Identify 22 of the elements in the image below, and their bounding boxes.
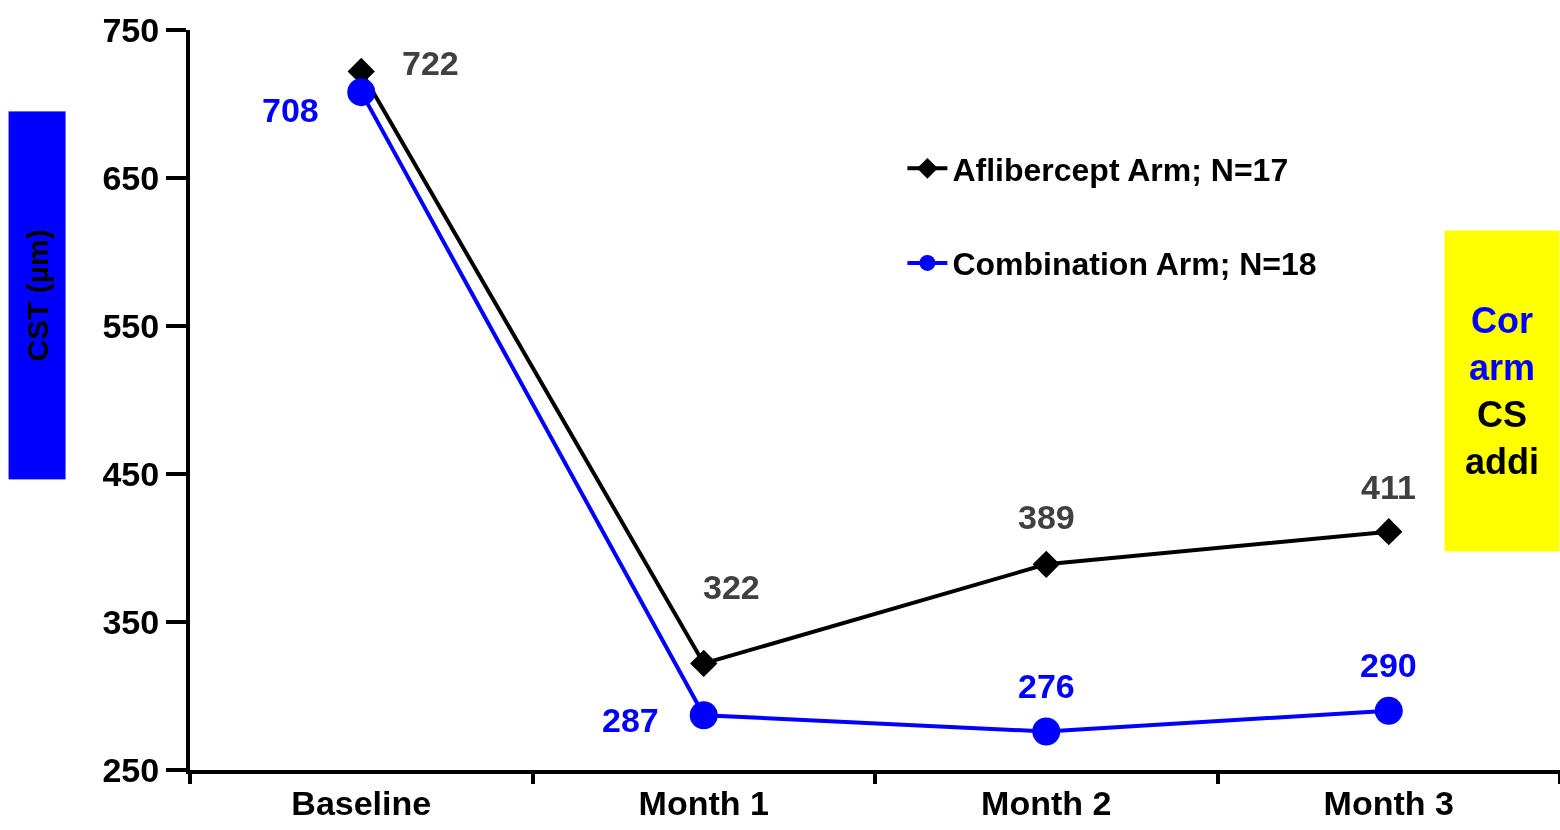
data-label: 411 [1361, 468, 1416, 506]
y-tick-label: 650 [102, 158, 160, 197]
x-tick-label: Month 2 [981, 783, 1112, 822]
annotation: Cor arm CS addi [1464, 300, 1540, 482]
data-label: 276 [1018, 667, 1075, 705]
y-tick-label: 550 [102, 306, 160, 345]
x-tick-label: Month 3 [1323, 783, 1454, 822]
legend-label: Combination Arm; N=18 [952, 246, 1317, 283]
data-label: 722 [402, 44, 459, 82]
y-tick-label: 750 [102, 10, 160, 49]
data-label: 708 [262, 91, 319, 129]
y-tick-label: 250 [102, 750, 160, 789]
x-tick-label: Baseline [291, 783, 432, 822]
data-label: 322 [703, 568, 760, 606]
x-tick-label: Month 1 [638, 783, 769, 822]
y-tick-label: 450 [102, 454, 160, 493]
legend-label: Aflibercept Arm; N=17 [952, 151, 1289, 188]
y-axis-title: CST (µm) [20, 229, 54, 362]
data-label: 287 [602, 701, 659, 739]
data-label: 389 [1018, 498, 1075, 536]
data-label: 290 [1360, 646, 1417, 684]
y-tick-label: 350 [102, 602, 160, 641]
